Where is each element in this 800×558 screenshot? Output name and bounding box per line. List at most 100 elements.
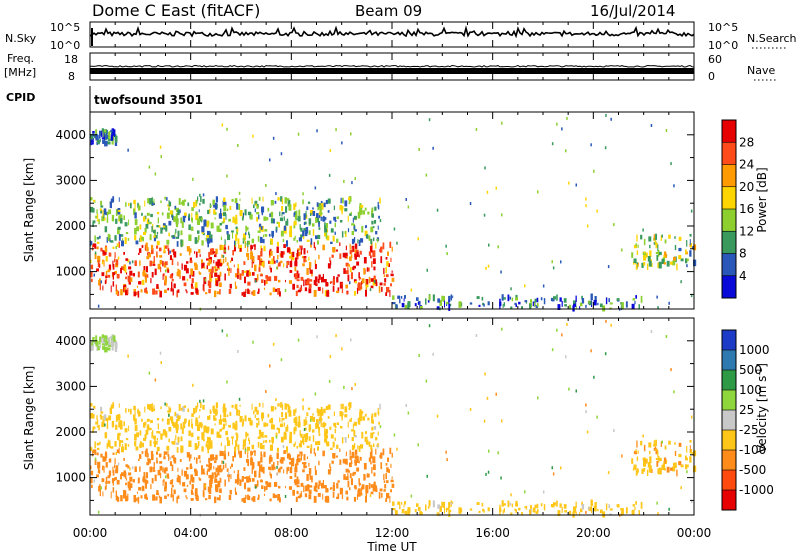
- velocity-scatter: [90, 319, 697, 518]
- velocity-cell: [142, 476, 146, 483]
- power-cell: [302, 263, 305, 267]
- velocity-cell: [391, 452, 393, 458]
- power-cell: [345, 284, 348, 289]
- velocity-cell: [191, 432, 194, 437]
- velocity-cell: [274, 494, 278, 498]
- velocity-cell: [173, 454, 175, 461]
- power-cell: [131, 260, 134, 264]
- power-cell: [337, 287, 340, 292]
- power-cell: [307, 201, 311, 204]
- power-cell: [348, 196, 352, 202]
- velocity-cell: [208, 475, 212, 479]
- power-colorbar-label: Power [dB]: [755, 167, 769, 232]
- velocity-cell: [117, 496, 120, 502]
- power-cell: [362, 210, 365, 215]
- velocity-cell: [264, 485, 266, 492]
- velocity-cell: [195, 488, 198, 494]
- power-cell: [255, 203, 257, 207]
- velocity-cell: [153, 462, 155, 469]
- velocity-cell: [339, 448, 341, 452]
- velocity-cell: [343, 385, 345, 389]
- velocity-cell: [252, 340, 254, 344]
- power-cell: [123, 252, 125, 255]
- velocity-cell: [306, 474, 309, 481]
- power-cell: [101, 130, 103, 138]
- velocity-cell: [482, 508, 485, 512]
- velocity-cell: [393, 433, 396, 437]
- power-cell: [284, 288, 287, 292]
- velocity-cell: [349, 487, 351, 491]
- power-cell: [458, 301, 462, 308]
- velocity-cell: [102, 337, 105, 344]
- velocity-cell: [524, 506, 528, 509]
- velocity-cell: [210, 428, 214, 435]
- power-cell: [256, 274, 259, 281]
- velocity-cell: [107, 440, 111, 447]
- velocity-cell: [151, 454, 154, 461]
- velocity-cell: [666, 466, 670, 473]
- power-cell: [641, 262, 644, 268]
- power-cell: [365, 285, 368, 291]
- power-cell: [112, 129, 116, 136]
- velocity-cell: [213, 415, 216, 421]
- velocity-cell: [689, 445, 691, 452]
- power-cell: [94, 251, 97, 255]
- power-cell: [365, 289, 367, 297]
- power-cell: [501, 213, 503, 217]
- velocity-cell: [322, 422, 326, 428]
- velocity-cell: [249, 420, 253, 426]
- power-cell: [524, 284, 526, 288]
- power-cell: [678, 236, 682, 241]
- velocity-cell: [316, 423, 320, 429]
- power-cell: [631, 303, 635, 309]
- power-cell: [189, 257, 192, 263]
- velocity-cell: [216, 497, 220, 501]
- power-cell: [268, 276, 272, 282]
- velocity-cell: [205, 498, 208, 501]
- velocity-cell: [115, 490, 117, 497]
- velocity-cell: [621, 508, 624, 515]
- velocity-cell: [112, 339, 114, 347]
- power-cell: [246, 240, 250, 245]
- power-cell: [260, 250, 263, 257]
- power-cell: [620, 302, 622, 305]
- velocity-cell: [151, 408, 155, 412]
- power-cell: [251, 291, 254, 295]
- velocity-cell: [223, 418, 226, 423]
- power-cell: [296, 249, 299, 257]
- power-cell: [206, 235, 210, 238]
- power-cell: [369, 245, 373, 253]
- velocity-cell: [170, 480, 173, 485]
- power-cell: [231, 257, 233, 261]
- power-cell: [432, 146, 434, 150]
- power-cell: [381, 286, 383, 292]
- velocity-cell: [222, 406, 226, 413]
- velocity-cell: [186, 452, 190, 458]
- power-cell: [340, 197, 342, 204]
- velocity-cell: [215, 474, 218, 477]
- power-cell: [327, 263, 331, 269]
- power-cell: [177, 209, 180, 216]
- power-cell: [224, 239, 226, 245]
- power-cell: [176, 241, 179, 247]
- power-cell: [308, 218, 312, 225]
- velocity-cell: [214, 408, 218, 416]
- power-cell: [280, 230, 284, 237]
- colorbar-band: [722, 350, 736, 371]
- velocity-cell: [133, 414, 136, 421]
- velocity-cell: [189, 480, 191, 485]
- velocity-cell: [105, 476, 108, 482]
- velocity-cell: [104, 452, 108, 458]
- power-cell: [274, 200, 277, 204]
- power-cell: [625, 301, 628, 308]
- velocity-cell: [112, 487, 115, 493]
- power-cell: [678, 247, 682, 252]
- power-cell: [230, 268, 232, 273]
- velocity-cell: [152, 469, 156, 472]
- power-cell: [125, 276, 127, 280]
- power-cell: [483, 213, 486, 217]
- velocity-cell: [163, 429, 166, 432]
- power-cell: [142, 236, 144, 242]
- power-cell: [278, 222, 280, 228]
- velocity-cell: [330, 434, 334, 439]
